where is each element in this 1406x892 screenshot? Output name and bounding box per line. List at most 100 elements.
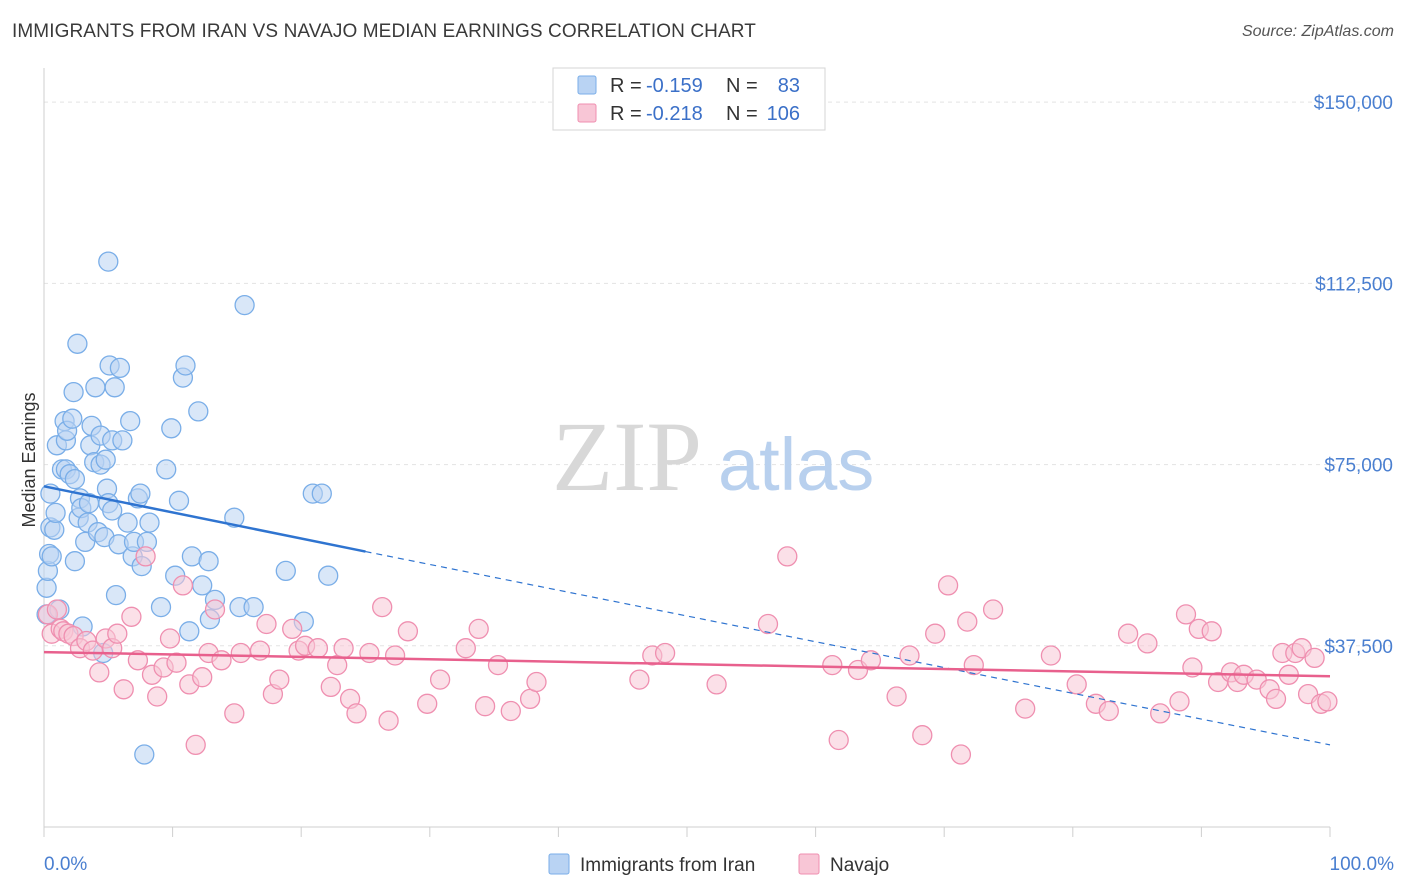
point-iran bbox=[41, 546, 62, 567]
point-navajo bbox=[204, 599, 226, 620]
point-navajo bbox=[282, 618, 303, 640]
point-navajo bbox=[359, 642, 380, 664]
point-navajo bbox=[474, 696, 496, 717]
point-navajo bbox=[957, 611, 978, 632]
point-iran bbox=[45, 502, 66, 524]
point-navajo bbox=[925, 623, 946, 644]
y-tick-label: $75,000 bbox=[1324, 456, 1393, 477]
point-navajo bbox=[269, 669, 290, 690]
axes bbox=[43, 68, 1331, 837]
source-label: Source: ZipAtlas.com bbox=[1241, 23, 1394, 40]
legend-swatch-navajo bbox=[577, 103, 597, 123]
point-navajo bbox=[1117, 623, 1139, 644]
point-navajo bbox=[1304, 647, 1325, 669]
point-navajo bbox=[307, 638, 329, 659]
point-navajo bbox=[346, 703, 367, 724]
point-iran bbox=[85, 377, 106, 398]
point-navajo bbox=[384, 645, 406, 666]
point-navajo bbox=[224, 703, 245, 724]
point-navajo bbox=[230, 642, 251, 664]
point-navajo bbox=[654, 642, 676, 664]
point-navajo bbox=[1040, 645, 1062, 666]
legend-n-value-navajo: 106 bbox=[767, 103, 800, 125]
point-iran bbox=[105, 584, 127, 606]
point-navajo bbox=[89, 662, 110, 683]
point-navajo bbox=[777, 546, 798, 567]
watermark: ZIP atlas bbox=[552, 401, 874, 512]
point-navajo bbox=[963, 654, 984, 676]
point-navajo bbox=[147, 686, 168, 707]
point-navajo bbox=[500, 700, 521, 722]
bottom-legend-label-navajo: Navajo bbox=[830, 855, 889, 876]
point-iran bbox=[95, 449, 116, 470]
point-navajo bbox=[468, 618, 489, 640]
point-navajo bbox=[1317, 691, 1338, 712]
point-navajo bbox=[1098, 700, 1119, 722]
point-navajo bbox=[1137, 633, 1158, 654]
point-navajo bbox=[159, 628, 181, 649]
watermark-atlas: atlas bbox=[718, 423, 874, 506]
point-navajo bbox=[333, 638, 354, 659]
point-navajo bbox=[455, 638, 476, 659]
point-navajo bbox=[417, 693, 438, 714]
point-iran bbox=[64, 551, 86, 572]
point-iran bbox=[104, 377, 125, 398]
top-legend: R = -0.159 N = 83 R = -0.218 N = 106 bbox=[552, 67, 826, 131]
legend-r-value-iran: -0.159 bbox=[646, 75, 703, 97]
point-iran bbox=[311, 483, 332, 504]
legend-n-label-iran: N = bbox=[726, 75, 758, 97]
bottom-legend-label-iran: Immigrants from Iran bbox=[580, 855, 755, 876]
point-iran bbox=[161, 418, 182, 439]
point-navajo bbox=[1201, 621, 1222, 642]
trend-line-iran-extension bbox=[365, 550, 1331, 746]
point-navajo bbox=[46, 599, 68, 620]
x-tick-label-min: 0.0% bbox=[44, 854, 87, 875]
point-navajo bbox=[950, 744, 972, 765]
legend-r-label-navajo: R = bbox=[610, 103, 642, 125]
point-navajo bbox=[192, 667, 213, 688]
point-iran bbox=[139, 512, 160, 533]
point-navajo bbox=[211, 650, 232, 671]
point-navajo bbox=[113, 679, 134, 700]
point-navajo bbox=[629, 669, 650, 690]
point-iran bbox=[44, 519, 65, 540]
point-navajo bbox=[127, 650, 149, 671]
watermark-zip: ZIP bbox=[552, 401, 702, 512]
point-navajo bbox=[429, 669, 451, 690]
legend-swatch-iran bbox=[577, 75, 597, 95]
point-navajo bbox=[899, 645, 920, 666]
point-navajo bbox=[487, 654, 509, 676]
legend-box bbox=[552, 67, 826, 131]
point-iran bbox=[181, 546, 203, 567]
x-tick-label-max: 100.0% bbox=[1330, 854, 1395, 875]
chart-title: IMMIGRANTS FROM IRAN VS NAVAJO MEDIAN EA… bbox=[12, 21, 756, 42]
point-navajo bbox=[1182, 657, 1203, 678]
point-iran bbox=[120, 410, 141, 432]
point-iran bbox=[36, 577, 57, 598]
point-navajo bbox=[185, 734, 206, 756]
point-navajo bbox=[107, 623, 128, 644]
point-iran bbox=[109, 357, 131, 379]
point-iran bbox=[134, 744, 155, 765]
point-navajo bbox=[121, 606, 142, 627]
point-iran bbox=[198, 551, 219, 572]
point-iran bbox=[112, 430, 133, 451]
point-navajo bbox=[886, 686, 907, 707]
y-axis-title: Median Earnings bbox=[19, 392, 39, 527]
point-navajo bbox=[1175, 604, 1197, 625]
legend-r-label-iran: R = bbox=[610, 75, 642, 97]
point-iran bbox=[175, 355, 196, 376]
point-navajo bbox=[860, 650, 882, 671]
scatter-points bbox=[36, 251, 1338, 765]
point-navajo bbox=[397, 621, 419, 642]
point-navajo bbox=[372, 596, 393, 618]
point-navajo bbox=[757, 613, 779, 635]
legend-r-value-navajo: -0.218 bbox=[646, 103, 703, 125]
point-iran bbox=[64, 468, 86, 490]
point-navajo bbox=[172, 575, 194, 596]
point-iran bbox=[234, 294, 255, 316]
bottom-legend-swatch-navajo bbox=[798, 853, 820, 875]
point-navajo bbox=[1265, 688, 1287, 710]
point-iran bbox=[98, 251, 119, 272]
